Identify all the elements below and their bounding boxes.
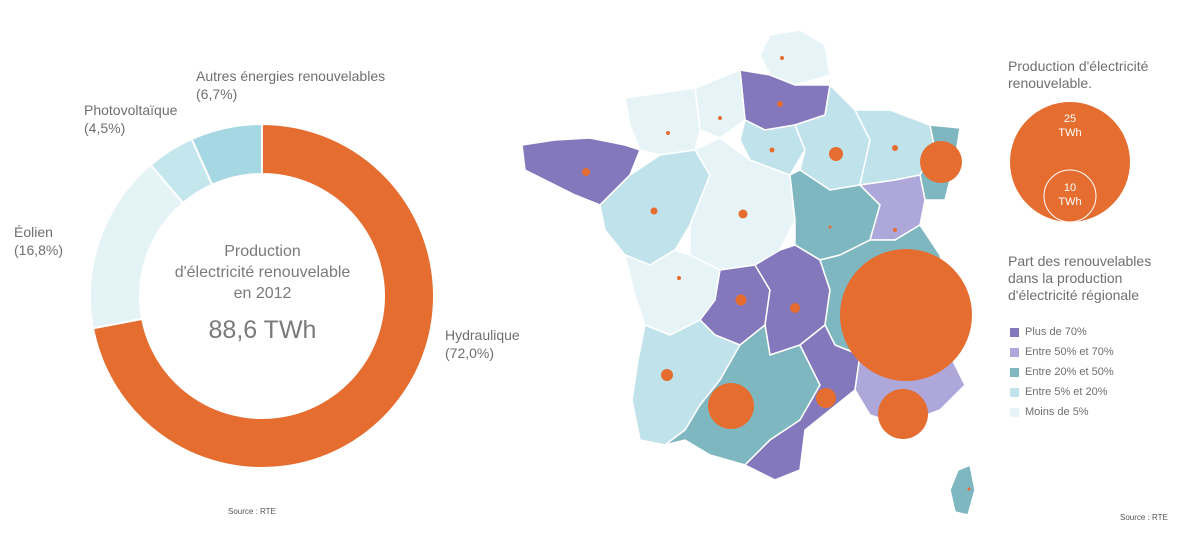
legend-label: Entre 20% et 50% xyxy=(1025,366,1114,378)
region-bubble xyxy=(582,168,590,176)
label-autres-name: Autres énergies renouvelables xyxy=(196,68,386,84)
region-bubble xyxy=(893,228,897,232)
legend-label: Entre 50% et 70% xyxy=(1025,346,1114,358)
choropleth-legend: Plus de 70% Entre 50% et 70% Entre 20% e… xyxy=(1010,322,1114,422)
region-bubble xyxy=(777,101,783,107)
region-bubble xyxy=(738,209,748,219)
center-title-line-3: en 2012 xyxy=(233,285,292,302)
source-right: Source : RTE xyxy=(1120,513,1168,522)
region-bubble xyxy=(769,147,775,153)
region-corse xyxy=(949,463,976,516)
region-bubble xyxy=(920,141,962,183)
region-bubble xyxy=(650,207,658,215)
bubble-legend-large-unit: TWh xyxy=(1058,127,1082,139)
label-eolien: Éolien (16,8%) xyxy=(14,223,63,259)
region-bubble xyxy=(708,383,754,429)
choropleth-legend-title: Part des renouvelables dans la productio… xyxy=(1008,253,1151,304)
legend-item: Plus de 70% xyxy=(1010,322,1114,342)
region-bubble xyxy=(840,249,972,381)
legend-swatch xyxy=(1010,327,1019,337)
region-bubble xyxy=(878,389,928,439)
region-bubble xyxy=(677,276,681,280)
legend-item: Moins de 5% xyxy=(1010,402,1114,422)
label-hydraulique-name: Hydraulique xyxy=(445,327,520,343)
legend-item: Entre 5% et 20% xyxy=(1010,382,1114,402)
bubble-legend-title-line-2: renouvelable. xyxy=(1008,75,1093,91)
donut-chart xyxy=(89,122,435,469)
center-title-line-1: Production xyxy=(224,243,301,260)
legend-swatch xyxy=(1010,407,1019,417)
label-hydraulique: Hydraulique (72,0%) xyxy=(445,326,520,362)
donut-slice-hydraulique xyxy=(91,122,435,469)
bubble-legend-title-line-1: Production d'électricité xyxy=(1008,58,1149,74)
legend-item: Entre 20% et 50% xyxy=(1010,362,1114,382)
label-eolien-name: Éolien xyxy=(14,224,53,240)
donut-slice-autres-nergies-renouvelables xyxy=(190,122,263,186)
bubble-legend-small-unit: TWh xyxy=(1058,196,1082,208)
center-title-line-2: d'électricité renouvelable xyxy=(174,264,351,281)
bubble-legend-small-label: 10 TWh xyxy=(1050,181,1090,209)
region-bubble xyxy=(735,294,747,306)
bubble-legend-large-value: 25 xyxy=(1063,113,1077,125)
bubble-legend-title: Production d'électricité renouvelable. xyxy=(1008,58,1148,92)
legend-label: Entre 5% et 20% xyxy=(1025,386,1108,398)
label-autres-pct: (6,7%) xyxy=(196,86,238,102)
region-basse-normandie xyxy=(624,87,701,156)
bubbles xyxy=(582,56,972,491)
region-bubble xyxy=(967,487,971,491)
choropleth-legend-title-line-1: Part des renouvelables xyxy=(1008,253,1152,269)
region-bubble xyxy=(718,116,722,120)
bubble-legend xyxy=(1010,102,1130,223)
region-bubble xyxy=(790,303,800,313)
donut-center: Production d'électricité renouvelable en… xyxy=(140,241,385,345)
legend-swatch xyxy=(1010,367,1019,377)
label-autres: Autres énergies renouvelables (6,7%) xyxy=(196,67,385,103)
region-ile-de-france xyxy=(739,118,806,176)
region-bubble xyxy=(780,56,784,60)
source-left: Source : RTE xyxy=(228,507,276,516)
legend-swatch xyxy=(1010,347,1019,357)
legend-label: Moins de 5% xyxy=(1025,406,1089,418)
bubble-legend-large-label: 25 TWh xyxy=(1050,112,1090,140)
region-bubble xyxy=(829,147,843,161)
region-languedoc-roussillon xyxy=(743,323,861,481)
bubble-legend-large xyxy=(1010,102,1130,222)
region-haute-normandie xyxy=(694,68,746,139)
france-map xyxy=(521,29,976,516)
choropleth-legend-title-line-2: dans la production xyxy=(1008,270,1123,286)
region-bubble xyxy=(892,145,898,151)
bubble-legend-small-value: 10 xyxy=(1063,182,1077,194)
label-photovoltaique-name: Photovoltaïque xyxy=(84,102,178,118)
region-bubble xyxy=(661,369,673,381)
center-value: 88,6 TWh xyxy=(208,316,317,344)
region-bubble xyxy=(666,131,670,135)
label-hydraulique-pct: (72,0%) xyxy=(445,345,495,361)
legend-swatch xyxy=(1010,387,1019,397)
bubble-legend-small xyxy=(1043,169,1097,223)
legend-label: Plus de 70% xyxy=(1025,326,1087,338)
legend-item: Entre 50% et 70% xyxy=(1010,342,1114,362)
region-nord-pas-de-calais xyxy=(759,29,831,86)
region-bubble xyxy=(828,225,832,229)
label-photovoltaique-pct: (4,5%) xyxy=(84,120,126,136)
region-bubble xyxy=(816,388,836,408)
label-eolien-pct: (16,8%) xyxy=(14,242,64,258)
choropleth-legend-title-line-3: d'électricité régionale xyxy=(1008,287,1140,303)
label-photovoltaique: Photovoltaïque (4,5%) xyxy=(84,101,177,137)
